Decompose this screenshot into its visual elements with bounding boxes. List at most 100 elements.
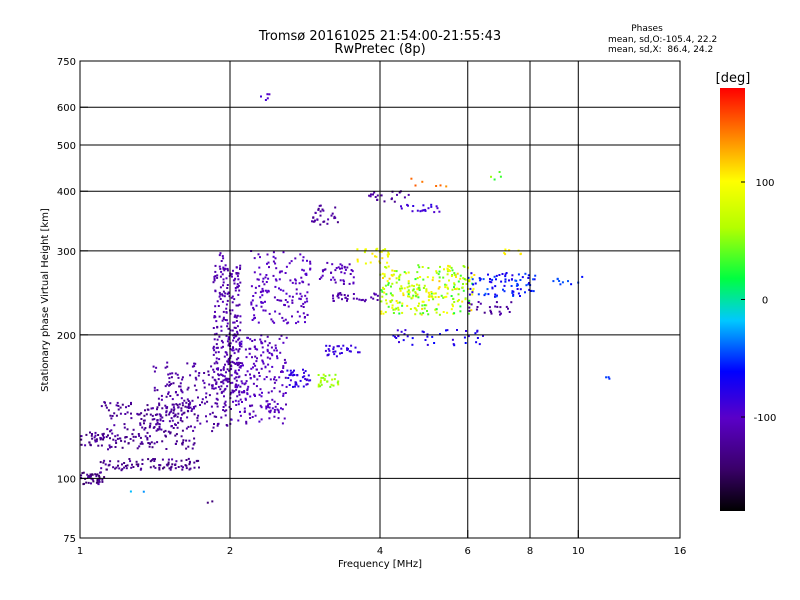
data-point <box>401 311 404 314</box>
data-point <box>215 343 218 346</box>
data-point <box>94 434 97 437</box>
data-point <box>222 345 224 348</box>
data-point <box>468 293 471 296</box>
data-point <box>262 277 265 280</box>
data-point <box>80 443 83 446</box>
data-point <box>280 270 283 273</box>
data-point <box>234 327 237 329</box>
data-point <box>428 293 431 296</box>
data-point <box>138 445 141 448</box>
data-point <box>174 443 177 445</box>
data-point <box>180 407 183 410</box>
data-point <box>226 377 229 380</box>
data-point <box>570 283 573 286</box>
data-point <box>289 369 292 372</box>
data-point <box>288 374 291 377</box>
data-point <box>197 459 200 462</box>
data-point <box>82 471 85 474</box>
data-point <box>194 376 197 379</box>
data-point <box>219 298 222 300</box>
data-point <box>215 346 218 349</box>
data-point <box>264 340 267 343</box>
data-point <box>197 396 199 399</box>
data-point <box>532 278 535 281</box>
data-point <box>167 373 170 376</box>
data-point <box>156 413 159 416</box>
data-point <box>238 303 241 306</box>
data-point <box>422 209 425 212</box>
data-point <box>94 440 97 443</box>
data-point <box>205 415 207 418</box>
data-point <box>239 315 242 318</box>
data-point <box>159 414 162 417</box>
data-point <box>116 401 119 404</box>
data-point <box>167 392 170 395</box>
data-point <box>285 336 288 339</box>
data-point <box>386 261 389 264</box>
data-point <box>101 433 104 436</box>
data-point <box>437 287 440 290</box>
data-point <box>136 412 139 415</box>
data-point <box>226 292 229 295</box>
data-point <box>152 365 155 368</box>
data-point <box>116 437 119 440</box>
data-point <box>221 341 224 344</box>
data-point <box>238 390 241 393</box>
data-point <box>175 433 178 436</box>
data-point <box>134 435 137 438</box>
data-point <box>219 252 222 255</box>
data-point <box>180 459 183 462</box>
data-point <box>131 463 133 466</box>
data-point <box>265 407 268 410</box>
data-point <box>288 384 291 386</box>
data-point <box>233 361 236 364</box>
data-point <box>220 416 223 419</box>
data-point <box>96 479 99 482</box>
data-point <box>270 390 273 393</box>
data-point <box>168 411 171 414</box>
data-point <box>407 282 410 285</box>
data-point <box>407 280 410 283</box>
data-point <box>91 437 94 440</box>
data-point <box>177 412 180 415</box>
data-point <box>357 351 359 354</box>
data-point <box>215 397 218 400</box>
data-point <box>528 288 531 291</box>
data-point <box>168 381 171 384</box>
data-point <box>434 308 437 311</box>
data-point <box>370 193 372 196</box>
data-point <box>180 397 183 400</box>
data-point <box>216 276 219 279</box>
data-point <box>188 439 191 442</box>
data-point <box>266 400 269 403</box>
data-point <box>190 425 192 428</box>
data-point <box>398 276 401 279</box>
data-point <box>166 361 169 364</box>
data-point <box>358 351 361 354</box>
data-point <box>528 282 530 284</box>
data-point <box>464 278 467 281</box>
data-point <box>111 432 114 435</box>
data-point <box>322 376 325 379</box>
y-tick-label: 500 <box>57 141 76 152</box>
data-point <box>220 325 223 328</box>
data-point <box>282 367 285 369</box>
data-point <box>225 307 228 310</box>
data-point <box>167 461 170 464</box>
data-point <box>193 362 196 365</box>
data-point <box>227 361 230 364</box>
data-point <box>231 301 234 304</box>
data-point <box>121 403 124 406</box>
data-point <box>339 279 342 282</box>
data-point <box>225 371 227 374</box>
data-point <box>425 288 428 291</box>
data-point <box>264 365 267 368</box>
data-point <box>227 344 230 347</box>
data-point <box>163 430 166 433</box>
data-point <box>412 205 415 207</box>
data-point <box>165 435 167 438</box>
data-point <box>391 306 394 309</box>
data-point <box>498 274 501 276</box>
data-point <box>364 262 367 265</box>
data-point <box>213 279 216 282</box>
